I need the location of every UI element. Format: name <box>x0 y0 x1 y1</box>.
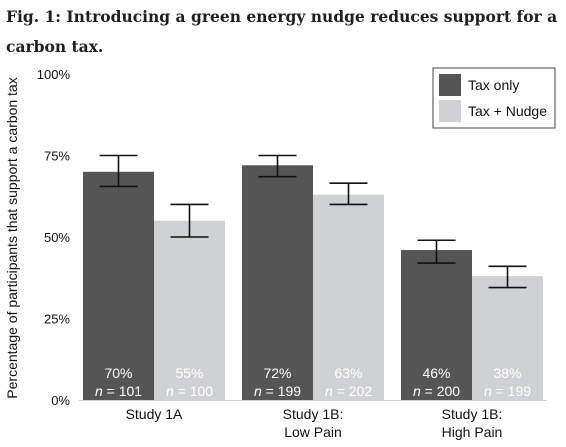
n-value: = 200 <box>421 383 461 399</box>
n-symbol: n <box>484 383 492 399</box>
y-tick-label: 0% <box>51 393 70 408</box>
n-symbol: n <box>95 383 103 399</box>
n-label: n = 199 <box>484 383 531 399</box>
n-label: n = 199 <box>254 383 301 399</box>
n-symbol: n <box>413 383 421 399</box>
y-axis: 0% 25% 50% 75% 100% Percentage of participant… <box>4 67 70 408</box>
data-label: 46% <box>422 365 450 381</box>
bar <box>472 276 543 400</box>
n-symbol: n <box>325 383 333 399</box>
legend-swatch <box>439 100 461 122</box>
n-value: = 101 <box>103 383 143 399</box>
data-label: 63% <box>334 365 362 381</box>
n-label: n = 101 <box>95 383 142 399</box>
n-symbol: n <box>166 383 174 399</box>
category-label-line2: Low Pain <box>284 424 342 440</box>
bar <box>83 171 154 400</box>
n-label: n = 200 <box>413 383 460 399</box>
legend-label: Tax + Nudge <box>468 103 547 119</box>
error-bar <box>417 239 456 264</box>
n-value: = 202 <box>333 383 373 399</box>
error-bar <box>258 154 297 178</box>
data-label: 55% <box>175 365 203 381</box>
data-label: 70% <box>104 365 132 381</box>
data-label: 72% <box>263 365 291 381</box>
bar <box>313 194 384 400</box>
bar <box>242 165 313 400</box>
error-bar <box>488 265 527 289</box>
y-tick-label: 25% <box>44 312 70 327</box>
y-axis-label: Percentage of participants that support … <box>4 77 20 398</box>
n-label: n = 202 <box>325 383 372 399</box>
bar <box>154 220 225 400</box>
category-label: Study 1A <box>126 406 183 422</box>
data-label: 38% <box>493 365 521 381</box>
category-label: Study 1B: <box>283 406 344 422</box>
bar <box>401 250 472 400</box>
n-value: = 199 <box>262 383 302 399</box>
legend-swatch <box>439 74 461 96</box>
error-bar <box>329 182 368 206</box>
legend-label: Tax only <box>468 77 519 93</box>
chart-title: Fig. 1: Introducing a green energy nudge… <box>6 7 558 56</box>
error-bar <box>170 203 209 238</box>
error-bar <box>99 154 138 188</box>
n-value: = 199 <box>492 383 532 399</box>
n-symbol: n <box>254 383 262 399</box>
category-label-line2: High Pain <box>442 424 503 440</box>
legend: Tax only Tax + Nudge <box>432 67 556 129</box>
n-label: n = 100 <box>166 383 213 399</box>
y-tick-label: 50% <box>44 230 70 245</box>
x-axis-labels: Study 1A Study 1B: Low Pain Study 1B: High P… <box>126 406 503 440</box>
y-tick-label: 100% <box>37 67 71 82</box>
y-tick-label: 75% <box>44 149 70 164</box>
category-label: Study 1B: <box>442 406 503 422</box>
n-value: = 100 <box>174 383 214 399</box>
